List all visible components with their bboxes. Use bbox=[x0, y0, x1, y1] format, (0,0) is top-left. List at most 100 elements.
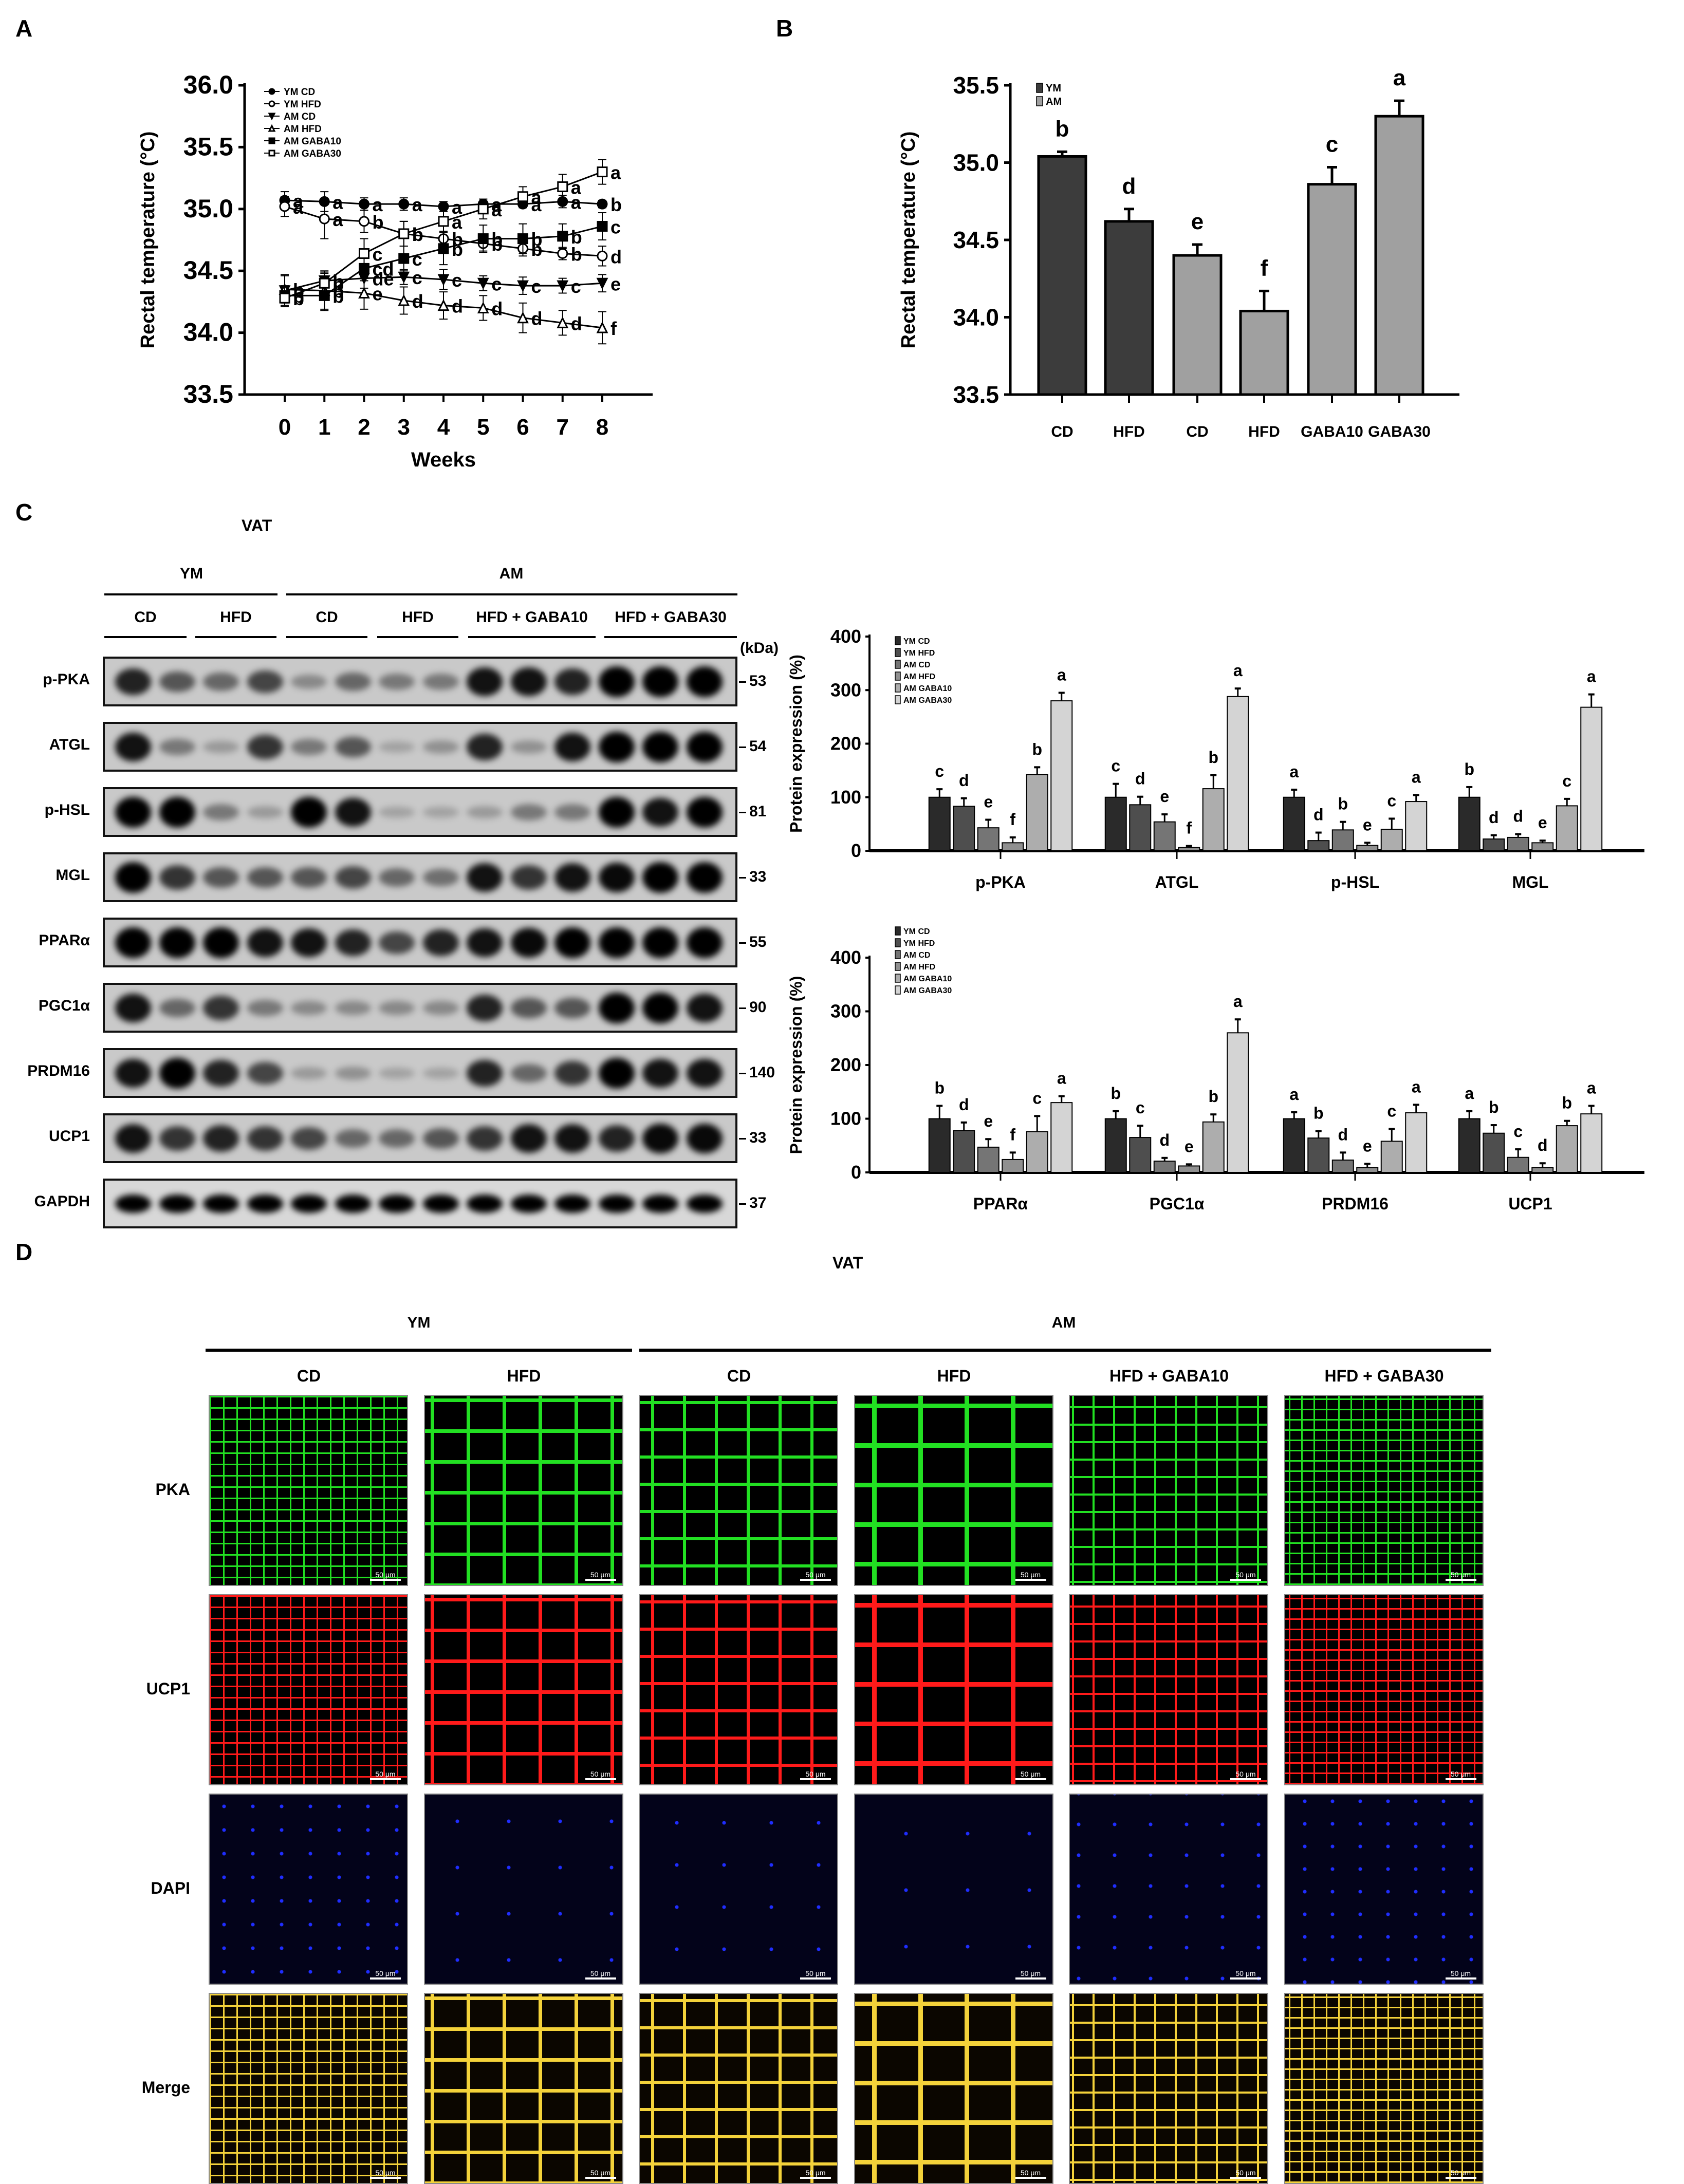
column-label: CD bbox=[297, 1367, 321, 1385]
x-tick-label: CD bbox=[1051, 423, 1073, 440]
scale-bar: 50 μm bbox=[370, 1770, 401, 1780]
y-tick-label: 34.0 bbox=[953, 304, 999, 331]
micrograph-pka-3: 50 μm bbox=[854, 1395, 1053, 1586]
x-tick-label: 6 bbox=[516, 415, 529, 440]
significance-letter: a bbox=[373, 194, 383, 215]
blot-strip-prdm16 bbox=[103, 1048, 737, 1098]
protein-band bbox=[115, 1124, 151, 1153]
significance-letter: a bbox=[1233, 661, 1243, 680]
micrograph-pka-5: 50 μm bbox=[1284, 1395, 1484, 1586]
significance-letter: e bbox=[984, 793, 993, 811]
protein-band bbox=[510, 1124, 547, 1153]
micrograph-dapi-3: 50 μm bbox=[854, 1794, 1053, 1985]
significance-letter: b bbox=[1208, 1087, 1218, 1106]
scale-bar: 50 μm bbox=[800, 1969, 831, 1980]
protein-band bbox=[422, 868, 459, 886]
chart-a-rectal-temperature-line: 33.5 34.0 34.5 35.0 35.5 36.0 0 1 2 3 4 5 6 7 8 Weeks Re… bbox=[137, 70, 653, 471]
kda-value: 33 bbox=[749, 868, 767, 885]
blot-strip-pgc1α bbox=[103, 983, 737, 1033]
protein-band bbox=[379, 741, 415, 753]
legend-label: YM HFD bbox=[284, 99, 321, 110]
protein-band bbox=[379, 1000, 415, 1015]
blot-row-label: GAPDH bbox=[34, 1193, 90, 1210]
protein-band bbox=[686, 666, 723, 697]
bar-ym-cd: b bbox=[1037, 116, 1087, 396]
open-square-marker-icon bbox=[398, 228, 410, 239]
significance-letter: c bbox=[1513, 1122, 1523, 1141]
significance-letter: d bbox=[1513, 807, 1523, 826]
legend-label: AM CD bbox=[903, 661, 930, 669]
protein-band bbox=[159, 1126, 195, 1151]
protein-band bbox=[642, 927, 678, 958]
significance-letter: e bbox=[373, 284, 383, 305]
significance-letter: d bbox=[1159, 1131, 1170, 1149]
subgroup-divider bbox=[468, 636, 596, 638]
scale-bar: 50 μm bbox=[1230, 2169, 1261, 2179]
protein-band bbox=[642, 992, 678, 1023]
x-tick-label: UCP1 bbox=[1508, 1194, 1552, 1213]
protein-band bbox=[247, 928, 283, 957]
significance-letter: b bbox=[293, 288, 304, 309]
protein-band bbox=[159, 671, 195, 692]
protein-band bbox=[686, 927, 723, 958]
y-tick-label: 36.0 bbox=[183, 70, 233, 99]
significance-letter: c bbox=[1032, 1089, 1042, 1107]
protein-band bbox=[554, 804, 590, 820]
protein-band bbox=[510, 927, 547, 958]
panel-b-label: B bbox=[776, 15, 793, 42]
legend-label: YM CD bbox=[903, 927, 930, 936]
group-divider-am bbox=[639, 1349, 1491, 1352]
protein-band bbox=[686, 796, 723, 828]
legend-label: AM HFD bbox=[903, 963, 935, 972]
filled-circle-marker-icon bbox=[438, 201, 449, 212]
kda-tick bbox=[739, 746, 746, 748]
protein-band bbox=[335, 1194, 371, 1213]
x-tick-label: PPARα bbox=[973, 1194, 1028, 1213]
protein-band bbox=[291, 928, 327, 957]
protein-band bbox=[554, 668, 590, 695]
filled-triangle-down-marker-icon bbox=[517, 280, 529, 292]
protein-band bbox=[203, 867, 239, 888]
significance-letter: d bbox=[610, 246, 622, 267]
kda-value: 55 bbox=[749, 934, 767, 950]
panel-d-label: D bbox=[15, 1239, 33, 1265]
legend-label: YM HFD bbox=[903, 939, 935, 948]
x-tick-label: 0 bbox=[279, 415, 291, 440]
filled-square-marker-icon bbox=[268, 137, 275, 144]
protein-band bbox=[510, 997, 547, 1018]
chart-b-rectal-temperature-bar: 33.5 34.0 34.5 35.0 35.5 Rectal temperature (… bbox=[898, 65, 1459, 440]
significance-letter: b bbox=[332, 271, 344, 292]
significance-letter: d bbox=[452, 296, 463, 317]
blot-row-label: PRDM16 bbox=[27, 1062, 90, 1079]
open-square-marker-icon bbox=[597, 166, 608, 178]
protein-band bbox=[686, 1194, 723, 1213]
significance-letter: c bbox=[1326, 132, 1338, 157]
protein-band bbox=[686, 1058, 723, 1088]
protein-band bbox=[379, 931, 415, 954]
significance-letter: b bbox=[934, 1078, 945, 1097]
protein-band bbox=[247, 670, 283, 693]
bar-am-gaba30: a bbox=[1374, 65, 1424, 396]
kda-tick bbox=[739, 812, 746, 813]
significance-letter: b bbox=[1111, 1084, 1121, 1103]
open-triangle-up-marker-icon bbox=[437, 299, 450, 311]
filled-square-marker-icon bbox=[398, 253, 410, 264]
group-label-am: AM bbox=[499, 565, 524, 582]
protein-band bbox=[291, 1000, 327, 1015]
protein-band bbox=[247, 1126, 283, 1151]
open-circle-marker-icon bbox=[557, 248, 568, 259]
x-tick-label: GABA10 bbox=[1301, 423, 1363, 440]
kda-header: (kDa) bbox=[740, 640, 779, 657]
significance-letter: a bbox=[1057, 665, 1066, 684]
significance-letter: a bbox=[412, 194, 423, 215]
protein-band bbox=[510, 740, 547, 754]
subgroup-divider bbox=[104, 636, 187, 638]
subgroup-divider bbox=[604, 636, 737, 638]
significance-letter: d bbox=[1122, 174, 1136, 199]
protein-band bbox=[291, 1067, 327, 1079]
significance-letter: d bbox=[491, 298, 503, 319]
protein-band bbox=[686, 993, 723, 1022]
